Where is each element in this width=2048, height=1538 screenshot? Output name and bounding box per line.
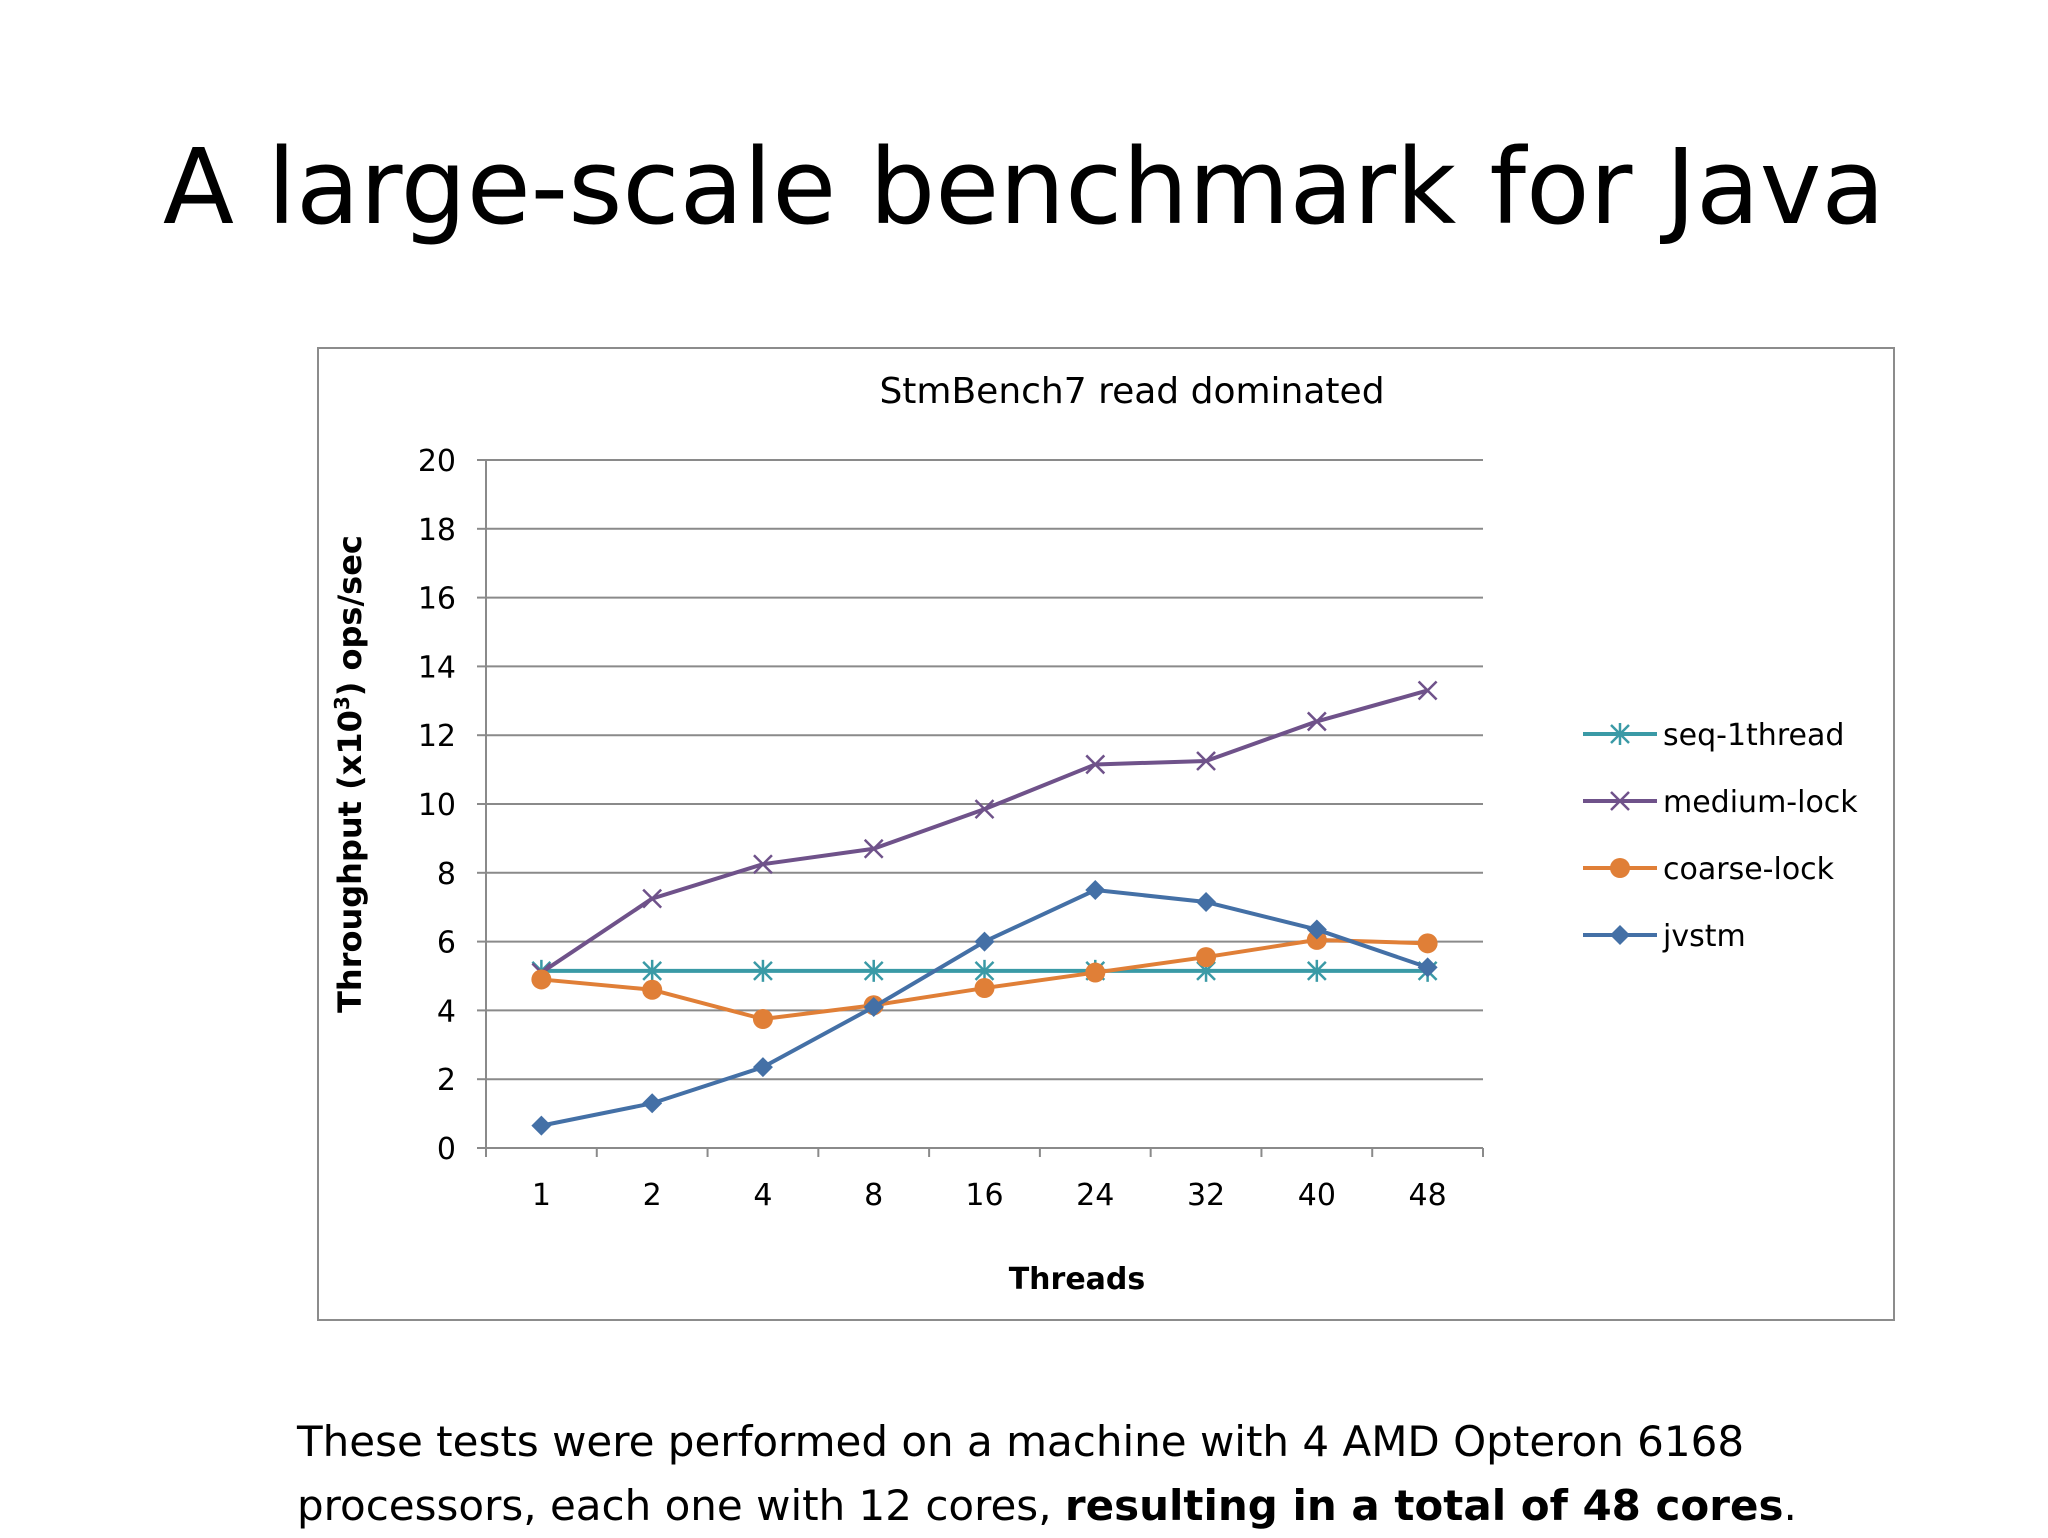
slide-title: A large-scale benchmark for Java bbox=[162, 126, 1886, 248]
data-point-jvstm bbox=[1196, 892, 1217, 913]
x-tick-label: 4 bbox=[753, 1178, 772, 1213]
data-point-medium-lock bbox=[1085, 754, 1106, 775]
data-point-medium-lock bbox=[974, 799, 995, 820]
data-point-coarse-lock bbox=[531, 969, 552, 990]
y-axis-label: Throughput (x103) ops/sec bbox=[330, 535, 369, 1013]
x-tick-label: 40 bbox=[1298, 1178, 1336, 1213]
legend-marker bbox=[1610, 723, 1630, 745]
series-jvstm bbox=[531, 880, 1438, 1136]
x-tick-label: 2 bbox=[643, 1178, 662, 1213]
legend-marker bbox=[1610, 925, 1630, 945]
legend-item-medium-lock: medium-lock bbox=[1583, 785, 1858, 820]
chart-title: StmBench7 read dominated bbox=[879, 371, 1384, 412]
footnote-end: . bbox=[1783, 1481, 1797, 1530]
y-axis-label-suffix: ) ops/sec bbox=[331, 535, 369, 696]
data-point-jvstm bbox=[531, 1115, 552, 1136]
data-point-seq-1thread bbox=[863, 959, 884, 982]
data-point-jvstm bbox=[1306, 919, 1327, 940]
y-tick-label: 18 bbox=[418, 513, 456, 548]
x-tick-label: 32 bbox=[1187, 1178, 1225, 1213]
data-point-coarse-lock bbox=[1417, 933, 1438, 954]
data-point-medium-lock bbox=[863, 838, 884, 859]
y-tick-label: 8 bbox=[437, 857, 456, 892]
footnote: These tests were performed on a machine … bbox=[297, 1410, 1857, 1538]
y-tick-label: 2 bbox=[437, 1063, 456, 1098]
chart-frame: StmBench7 read dominated 0 2 4 6 8 10 12 14 16 18… bbox=[317, 347, 1895, 1321]
series-line-jvstm bbox=[540, 888, 1429, 1128]
y-tick-label: 4 bbox=[437, 994, 456, 1029]
data-point-medium-lock bbox=[1306, 711, 1327, 732]
legend-label: coarse-lock bbox=[1663, 852, 1835, 887]
footnote-emphasis: resulting in a total of 48 cores bbox=[1064, 1481, 1784, 1530]
x-tick-label: 1 bbox=[532, 1178, 551, 1213]
legend-item-coarse-lock: coarse-lock bbox=[1583, 852, 1835, 887]
data-point-seq-1thread bbox=[1306, 959, 1327, 982]
data-point-medium-lock bbox=[1417, 680, 1438, 701]
legend-label: seq-1thread bbox=[1663, 718, 1844, 753]
legend: seq-1thread medium-lock coarse-lock jvstm bbox=[1583, 718, 1858, 954]
legend-item-seq-1thread: seq-1thread bbox=[1583, 718, 1844, 753]
y-axis-label-superscript: 3 bbox=[330, 696, 354, 710]
x-tick-label: 16 bbox=[965, 1178, 1003, 1213]
gridlines bbox=[486, 459, 1483, 1081]
data-point-jvstm bbox=[1417, 957, 1438, 978]
legend-label: jvstm bbox=[1662, 919, 1746, 954]
data-point-coarse-lock bbox=[752, 1009, 773, 1029]
y-tick-label: 0 bbox=[437, 1132, 456, 1167]
data-point-medium-lock bbox=[642, 888, 663, 909]
series bbox=[531, 680, 1438, 1136]
series-line-medium-lock bbox=[540, 688, 1429, 975]
y-tick-label: 20 bbox=[418, 444, 456, 479]
y-tick-label: 16 bbox=[418, 582, 456, 617]
x-tick-label: 24 bbox=[1076, 1178, 1114, 1213]
x-tick-labels: 1 2 4 8 16 24 32 40 48 bbox=[532, 1178, 1447, 1213]
x-tick-label: 8 bbox=[864, 1178, 883, 1213]
data-point-seq-1thread bbox=[642, 959, 663, 982]
data-point-jvstm bbox=[974, 931, 995, 952]
line-chart: StmBench7 read dominated 024681012141618… bbox=[330, 371, 1858, 1297]
y-tick-label: 12 bbox=[418, 719, 456, 754]
series-medium-lock bbox=[531, 680, 1438, 983]
data-point-coarse-lock bbox=[1306, 929, 1327, 950]
data-point-medium-lock bbox=[1196, 751, 1216, 771]
data-point-jvstm bbox=[1085, 880, 1106, 900]
y-tick-label: 6 bbox=[437, 926, 456, 961]
data-point-coarse-lock bbox=[1196, 947, 1217, 968]
data-point-jvstm bbox=[642, 1093, 663, 1114]
data-point-medium-lock bbox=[753, 854, 773, 875]
x-axis-label: Threads bbox=[1009, 1262, 1146, 1297]
y-tick-label: 14 bbox=[418, 650, 456, 685]
y-tick-labels: 0 2 4 6 8 10 12 14 16 18 20 bbox=[418, 444, 456, 1167]
data-point-jvstm bbox=[752, 1057, 773, 1078]
footnote-text: These tests were performed on a machine … bbox=[297, 1417, 1745, 1530]
legend-marker bbox=[1610, 791, 1630, 811]
data-point-coarse-lock bbox=[642, 979, 663, 1000]
x-tick-label: 48 bbox=[1409, 1178, 1447, 1213]
legend-label: medium-lock bbox=[1663, 785, 1858, 820]
data-point-jvstm bbox=[863, 996, 884, 1017]
y-tick-label: 10 bbox=[418, 788, 456, 823]
axes bbox=[477, 459, 1484, 1157]
legend-item-jvstm: jvstm bbox=[1583, 919, 1746, 954]
data-point-coarse-lock bbox=[1085, 962, 1106, 983]
data-point-coarse-lock bbox=[974, 978, 995, 999]
data-point-seq-1thread bbox=[753, 959, 773, 982]
legend-marker bbox=[1610, 858, 1630, 878]
y-axis-label-prefix: Throughput (x10 bbox=[331, 710, 369, 1013]
